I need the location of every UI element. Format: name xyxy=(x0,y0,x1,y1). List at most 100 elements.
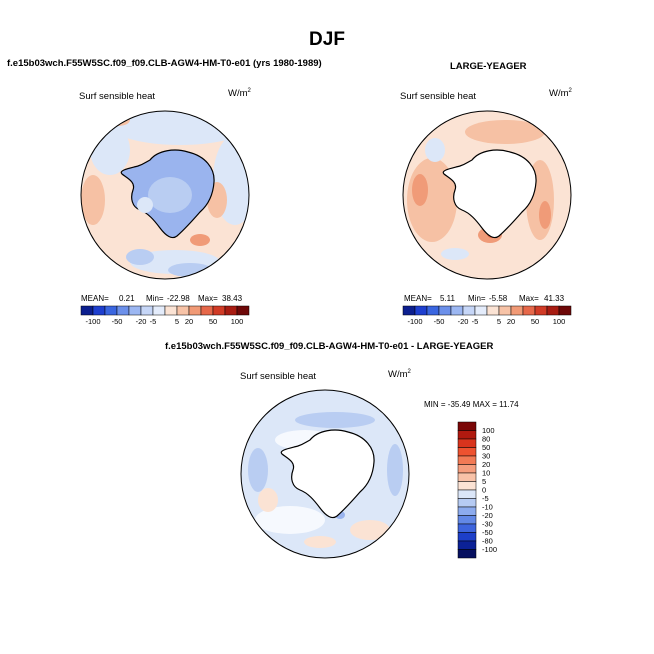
colorbar-observation-swatch xyxy=(474,305,488,316)
colorbar-observation: -100 -50 -20 -5 5 20 50 100 xyxy=(402,305,572,326)
colorbar-observation-swatch xyxy=(546,305,560,316)
colorbar-observation-swatch xyxy=(486,305,500,316)
colorbar-model-swatch xyxy=(236,305,250,316)
colorbar-observation-swatch xyxy=(558,305,572,316)
colorbar-difference-label: 10 xyxy=(482,469,490,478)
colorbar-model-swatch xyxy=(224,305,238,316)
colorbar-model-swatch xyxy=(92,305,106,316)
colorbar-difference-label: 5 xyxy=(482,477,486,486)
colorbar-model-label: -5 xyxy=(150,317,157,326)
colorbar-difference-swatch xyxy=(457,515,477,525)
colorbar-difference-swatch xyxy=(457,498,477,508)
colorbar-difference-swatch xyxy=(457,447,477,457)
map-model xyxy=(81,111,249,279)
colorbar-model: -100 -50 -20 -5 5 20 50 100 xyxy=(80,305,250,326)
colorbar-observation-swatch xyxy=(534,305,548,316)
colorbar-difference-label: -5 xyxy=(482,494,489,503)
colorbar-difference-swatch xyxy=(457,481,477,491)
colorbar-difference-label: 50 xyxy=(482,443,490,452)
panel-1-units: W/m2 xyxy=(228,88,251,100)
panel-1-variable-label: Surf sensible heat xyxy=(79,91,156,102)
colorbar-model-label: -20 xyxy=(136,317,147,326)
panel-1-mean-label: MEAN= xyxy=(81,294,109,303)
colorbar-observation-swatch xyxy=(402,305,416,316)
colorbar-observation-swatch xyxy=(462,305,476,316)
colorbar-model-label: 100 xyxy=(231,317,244,326)
panel-1-title: f.e15b03wch.F55W5SC.f09_f09.CLB-AGW4-HM-… xyxy=(7,58,322,69)
panel-2-units: W/m2 xyxy=(549,88,572,100)
colorbar-model-swatch xyxy=(152,305,166,316)
colorbar-difference-label: -30 xyxy=(482,520,493,529)
colorbar-observation-swatch xyxy=(522,305,536,316)
colorbar-model-label: 5 xyxy=(175,317,179,326)
colorbar-observation-swatch xyxy=(426,305,440,316)
panel-2-mean-label: MEAN= xyxy=(404,294,432,303)
colorbar-model-label: 20 xyxy=(185,317,193,326)
colorbar-model-swatch xyxy=(176,305,190,316)
colorbar-observation-swatch xyxy=(414,305,428,316)
panel-2-max-label: Max= xyxy=(519,294,539,303)
colorbar-observation-swatch xyxy=(438,305,452,316)
colorbar-model-swatch xyxy=(188,305,202,316)
colorbar-difference-label: -80 xyxy=(482,537,493,546)
panel-1-mean-value: 0.21 xyxy=(119,294,135,303)
colorbar-model-swatch xyxy=(212,305,226,316)
colorbar-difference-swatch xyxy=(457,421,477,431)
colorbar-observation-swatch xyxy=(498,305,512,316)
colorbar-model-swatch xyxy=(128,305,142,316)
colorbar-model-label: 50 xyxy=(209,317,217,326)
colorbar-difference-label: 80 xyxy=(482,435,490,444)
colorbar-difference-label: 100 xyxy=(482,426,495,435)
colorbar-observation-label: -100 xyxy=(407,317,422,326)
colorbar-difference-label: -20 xyxy=(482,511,493,520)
colorbar-difference-swatch xyxy=(457,489,477,499)
colorbar-difference-label: 0 xyxy=(482,486,486,495)
panel-3-min-max: MIN = -35.49 MAX = 11.74 xyxy=(424,400,519,409)
colorbar-difference-label: -50 xyxy=(482,528,493,537)
colorbar-model-swatch xyxy=(140,305,154,316)
colorbar-model-swatch xyxy=(200,305,214,316)
panel-2-max-value: 41.33 xyxy=(544,294,565,303)
colorbar-observation-label: 100 xyxy=(553,317,566,326)
colorbar-observation-swatch xyxy=(450,305,464,316)
colorbar-difference-label: 30 xyxy=(482,452,490,461)
colorbar-observation-label: 20 xyxy=(507,317,515,326)
colorbar-difference-swatch xyxy=(457,523,477,533)
panel-1-max-label: Max= xyxy=(198,294,218,303)
colorbar-difference-swatch xyxy=(457,540,477,550)
panel-2-mean-value: 5.11 xyxy=(440,294,455,303)
colorbar-difference-label: 20 xyxy=(482,460,490,469)
colorbar-model-swatch xyxy=(104,305,118,316)
colorbar-observation-label: 50 xyxy=(531,317,539,326)
panel-2-variable-label: Surf sensible heat xyxy=(400,91,477,102)
panel-3-title: f.e15b03wch.F55W5SC.f09_f09.CLB-AGW4-HM-… xyxy=(165,341,494,352)
panel-3-units: W/m2 xyxy=(388,369,411,381)
colorbar-observation-label: -5 xyxy=(472,317,479,326)
colorbar-difference-swatch xyxy=(457,532,477,542)
colorbar-difference-swatch xyxy=(457,430,477,440)
main-title: DJF xyxy=(309,29,345,50)
colorbar-model-swatch xyxy=(164,305,178,316)
colorbar-difference-swatch xyxy=(457,438,477,448)
colorbar-difference-swatch xyxy=(457,506,477,516)
colorbar-difference-swatch xyxy=(457,472,477,482)
panel-1-max-value: 38.43 xyxy=(222,294,243,303)
panel-2-title: LARGE-YEAGER xyxy=(450,61,527,72)
colorbar-model-label: -100 xyxy=(85,317,100,326)
colorbar-difference-swatch xyxy=(457,455,477,465)
colorbar-difference-swatch xyxy=(457,464,477,474)
colorbar-observation-swatch xyxy=(510,305,524,316)
map-difference xyxy=(241,390,409,558)
panel-1-min-label: Min= xyxy=(146,294,164,303)
map-observation xyxy=(403,111,571,279)
colorbar-observation-label: 5 xyxy=(497,317,501,326)
colorbar-observation-label: -20 xyxy=(458,317,469,326)
colorbar-difference-label: -100 xyxy=(482,545,497,554)
colorbar-model-swatch xyxy=(116,305,130,316)
panel-1-min-value: -22.98 xyxy=(167,294,190,303)
panel-3-variable-label: Surf sensible heat xyxy=(240,371,317,382)
panel-2-min-value: -5.58 xyxy=(489,294,508,303)
